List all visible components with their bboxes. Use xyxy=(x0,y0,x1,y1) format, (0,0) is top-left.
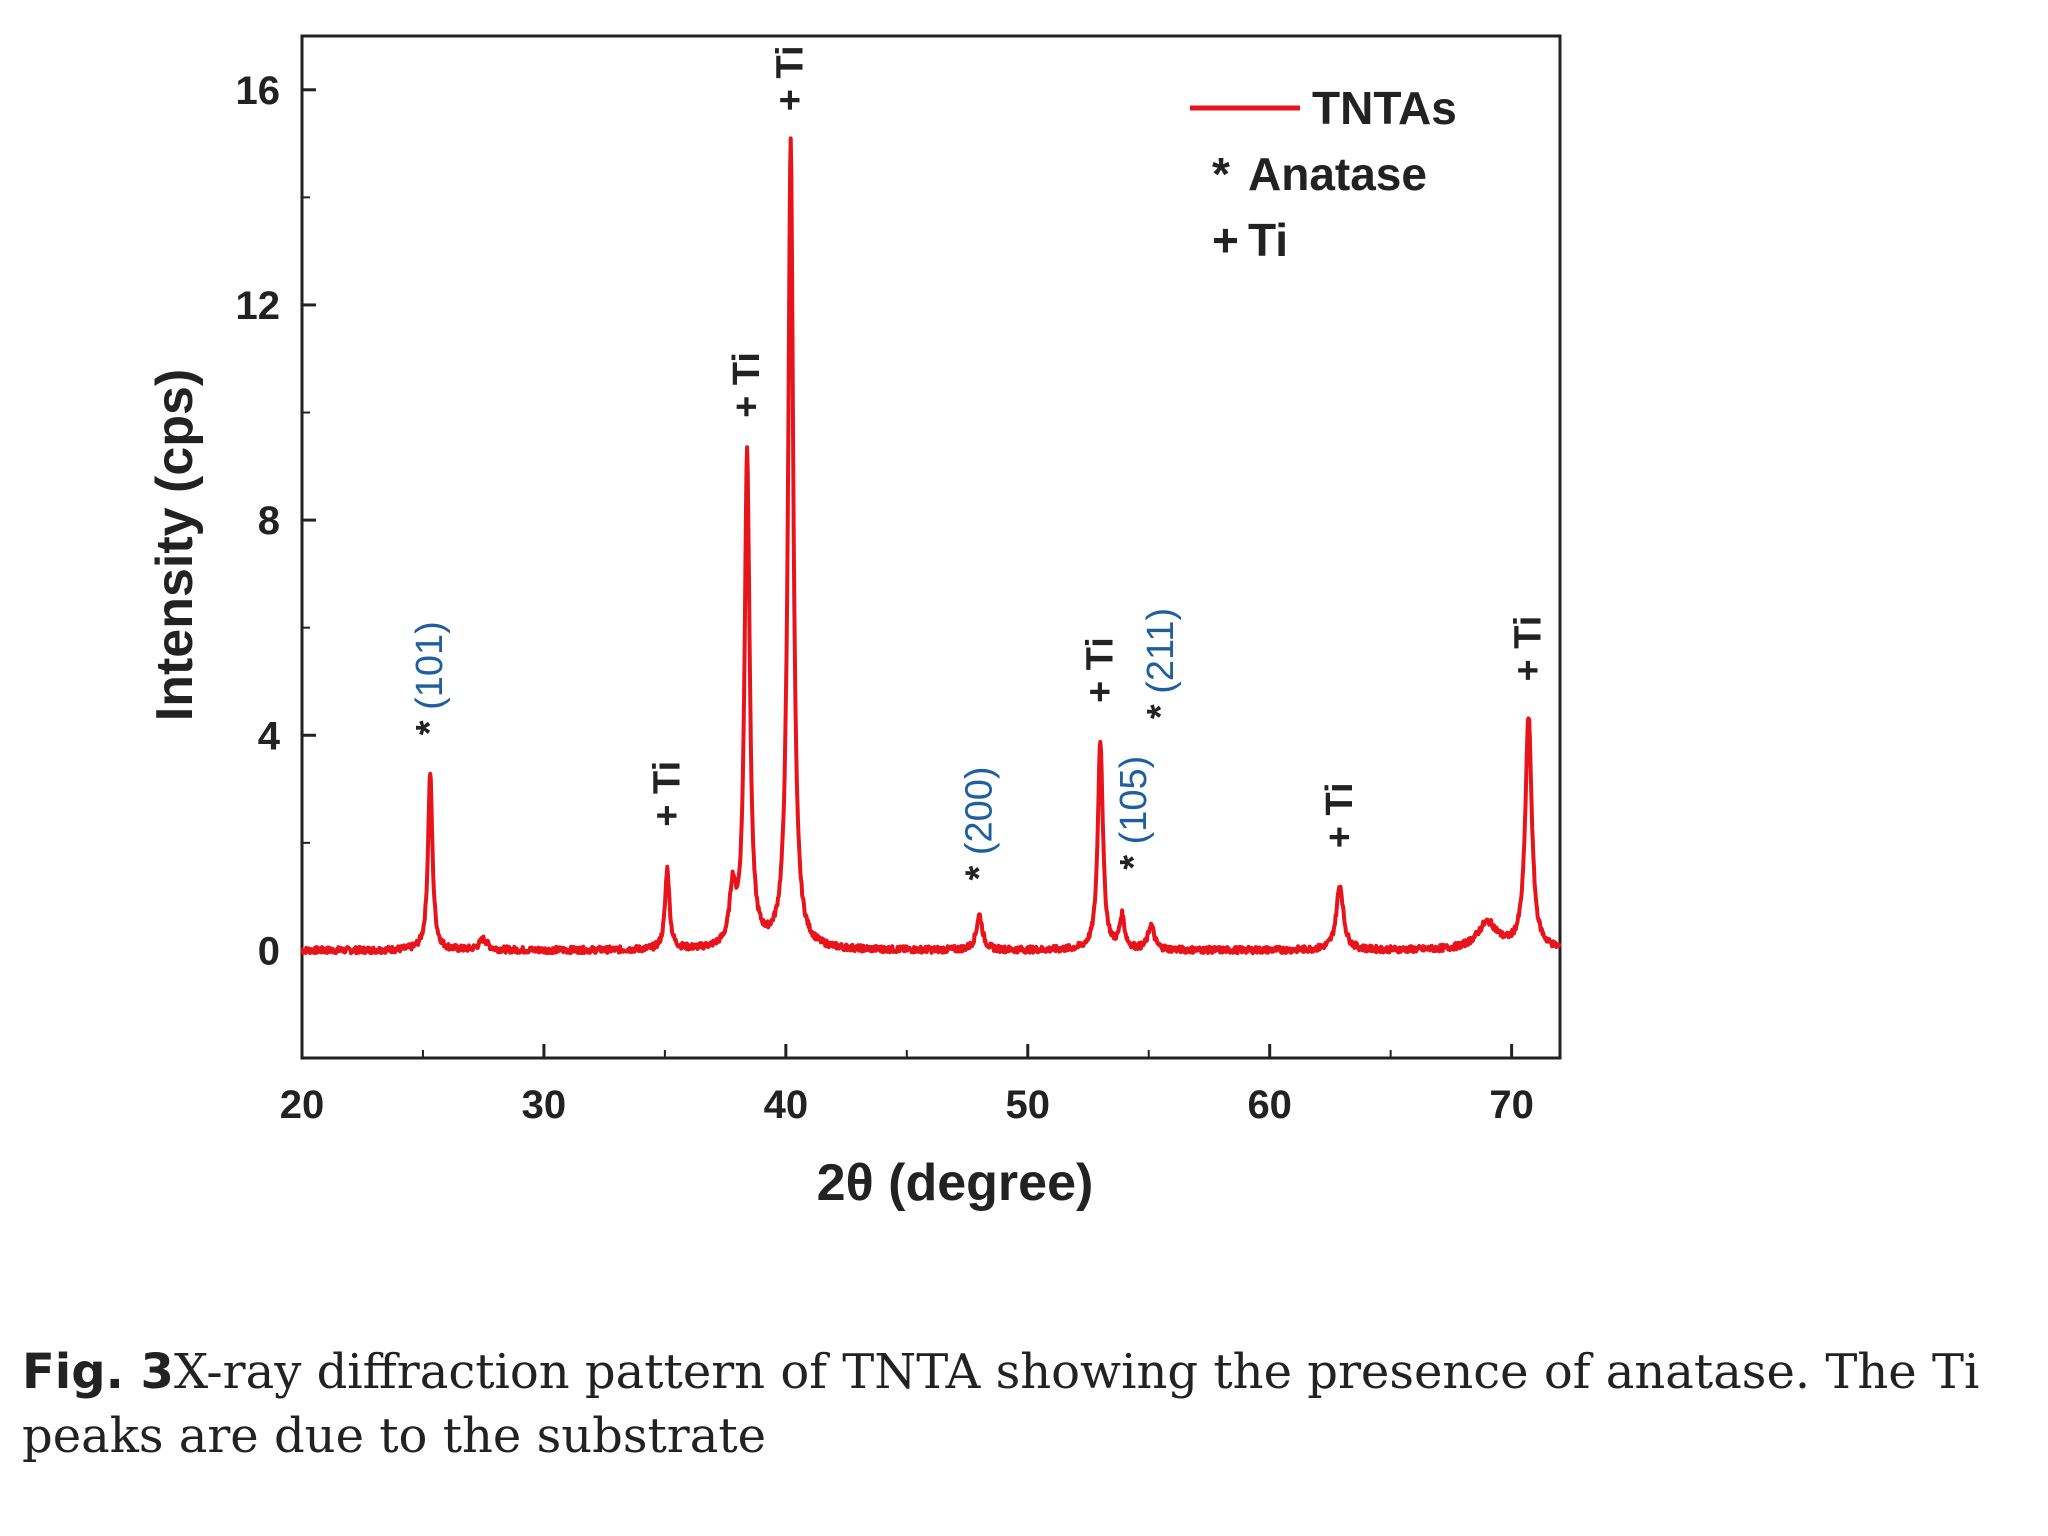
legend-label: Ti xyxy=(1248,214,1288,266)
ti-marker: + xyxy=(1319,815,1361,848)
peak-label: Ti xyxy=(770,45,812,78)
xrd-figure: 20 30 40 50 60 70 0 4 8 12 16 * (101) + Ti + Ti + Ti… xyxy=(22,34,1979,1464)
peak-annotation-text: + Ti xyxy=(1079,637,1121,703)
ti-marker: + xyxy=(1079,670,1121,703)
legend: TNTAs * Anatase+ Ti xyxy=(1190,82,1457,266)
peak-annotation-text: * (211) xyxy=(1140,608,1182,719)
peak-label: Ti xyxy=(1079,637,1121,670)
caption-text: X-ray diffraction pattern of TNTA showin… xyxy=(22,1344,1980,1464)
peak-annotation-text: + Ti xyxy=(770,45,812,111)
peak-annotation: + Ti xyxy=(770,45,812,111)
figure-caption: Fig. 3X-ray diffraction pattern of TNTA … xyxy=(22,1340,1982,1468)
y-tick-label: 16 xyxy=(236,69,281,113)
y-tick-label: 8 xyxy=(258,499,280,543)
x-tick-label: 40 xyxy=(764,1083,809,1127)
peak-label: Ti xyxy=(1508,616,1550,649)
peak-annotation-text: * (200) xyxy=(958,766,1000,880)
legend-marker: * xyxy=(1212,148,1230,200)
peak-annotation-text: + Ti xyxy=(726,352,768,418)
peak-annotation: + Ti xyxy=(726,352,768,418)
peak-label: (101) xyxy=(409,621,451,710)
series-line-tntas xyxy=(300,136,1562,956)
x-axis-ticks: 20 30 40 50 60 70 xyxy=(280,1044,1534,1127)
peak-annotation: * (211) xyxy=(1140,608,1182,719)
peak-annotations: * (101)+ Ti+ Ti+ Ti* (200)+ Ti* (105)* (… xyxy=(409,45,1549,880)
peak-annotation: * (105) xyxy=(1113,756,1155,870)
peak-annotation: + Ti xyxy=(646,761,688,827)
peak-annotation: * (200) xyxy=(958,766,1000,880)
peak-label: Ti xyxy=(726,352,768,385)
x-tick-label: 60 xyxy=(1247,1083,1292,1127)
ti-marker: + xyxy=(770,79,812,112)
anatase-marker: * xyxy=(958,855,1000,880)
peak-label: Ti xyxy=(646,761,688,794)
legend-label: TNTAs xyxy=(1312,82,1457,134)
legend-label: Anatase xyxy=(1248,148,1427,200)
anatase-marker: * xyxy=(1113,844,1155,869)
plot-frame xyxy=(300,34,1562,1060)
x-tick-label: 30 xyxy=(522,1083,567,1127)
anatase-marker: * xyxy=(1140,694,1182,719)
y-tick-label: 4 xyxy=(258,714,281,758)
peak-label: (211) xyxy=(1140,608,1182,694)
ti-marker: + xyxy=(1508,649,1550,682)
x-axis-label: 2θ (degree) xyxy=(817,1154,1094,1212)
x-tick-label: 70 xyxy=(1489,1083,1534,1127)
x-tick-label: 50 xyxy=(1006,1083,1051,1127)
y-tick-label: 0 xyxy=(258,929,280,973)
y-axis-label: Intensity (cps) xyxy=(146,369,204,722)
peak-annotation: + Ti xyxy=(1319,782,1361,848)
peak-annotation: + Ti xyxy=(1079,637,1121,703)
peak-annotation: + Ti xyxy=(1508,616,1550,682)
peak-label: Ti xyxy=(1319,782,1361,815)
anatase-marker: * xyxy=(409,710,451,735)
peak-label: (105) xyxy=(1113,756,1155,845)
peak-annotation: * (101) xyxy=(409,621,451,735)
y-tick-label: 12 xyxy=(236,284,281,328)
ti-marker: + xyxy=(646,794,688,827)
peak-label: (200) xyxy=(958,766,1000,855)
peak-annotation-text: + Ti xyxy=(1319,782,1361,848)
peak-annotation-text: * (105) xyxy=(1113,756,1155,870)
peak-annotation-text: * (101) xyxy=(409,621,451,735)
peak-annotation-text: + Ti xyxy=(1508,616,1550,682)
series-layer xyxy=(300,136,1562,956)
peak-annotation-text: + Ti xyxy=(646,761,688,827)
caption-figure-label: Fig. 3 xyxy=(22,1344,174,1400)
legend-marker: + xyxy=(1212,214,1239,266)
y-axis-ticks: 0 4 8 12 16 xyxy=(236,69,316,1059)
ti-marker: + xyxy=(726,385,768,418)
x-tick-label: 20 xyxy=(280,1083,325,1127)
